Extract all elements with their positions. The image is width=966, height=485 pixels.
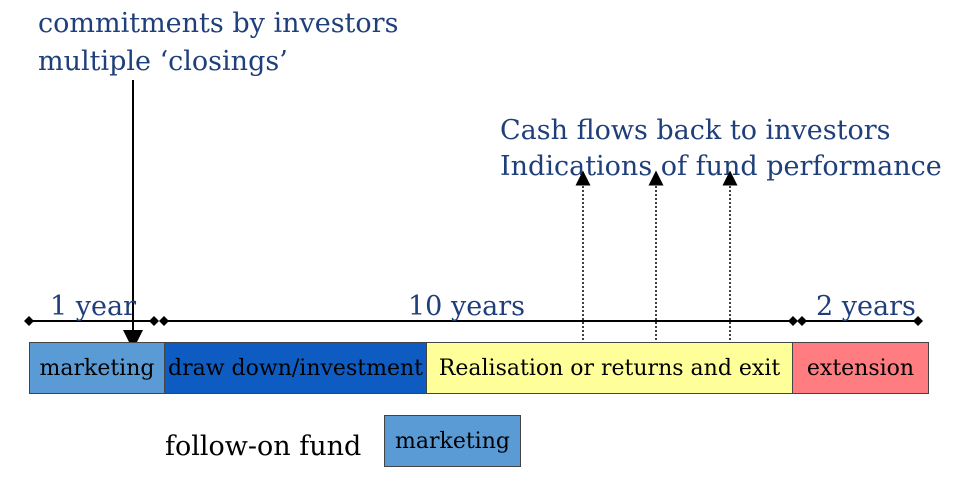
phase-realisation-exit: Realisation or returns and exit (426, 342, 793, 394)
timeline-label-2years: 2 years (816, 291, 916, 322)
cash-flows-note-line2: Indications of fund performance (500, 151, 942, 182)
timeline-label-1year: 1 year (50, 291, 136, 322)
timeline-diamond-2 (149, 316, 159, 326)
follow-on-fund-label: follow-on fund (165, 431, 362, 462)
phase-drawdown-investment: draw down/investment (164, 342, 427, 394)
timeline-diamond-5 (797, 316, 807, 326)
commitments-note-line1: commitments by investors (38, 8, 399, 39)
timeline-label-10years: 10 years (408, 291, 526, 322)
timeline-diamond-3 (159, 316, 169, 326)
timeline-diamond-1 (24, 316, 34, 326)
commitments-note-line2: multiple ‘closings’ (38, 46, 288, 77)
timeline-diamond-6 (913, 316, 923, 326)
cash-flows-note-line1: Cash flows back to investors (500, 115, 891, 146)
phase-extension: extension (792, 342, 929, 394)
timeline-diamond-4 (788, 316, 798, 326)
follow-on-marketing-box: marketing (384, 415, 521, 467)
phase-marketing: marketing (29, 342, 165, 394)
